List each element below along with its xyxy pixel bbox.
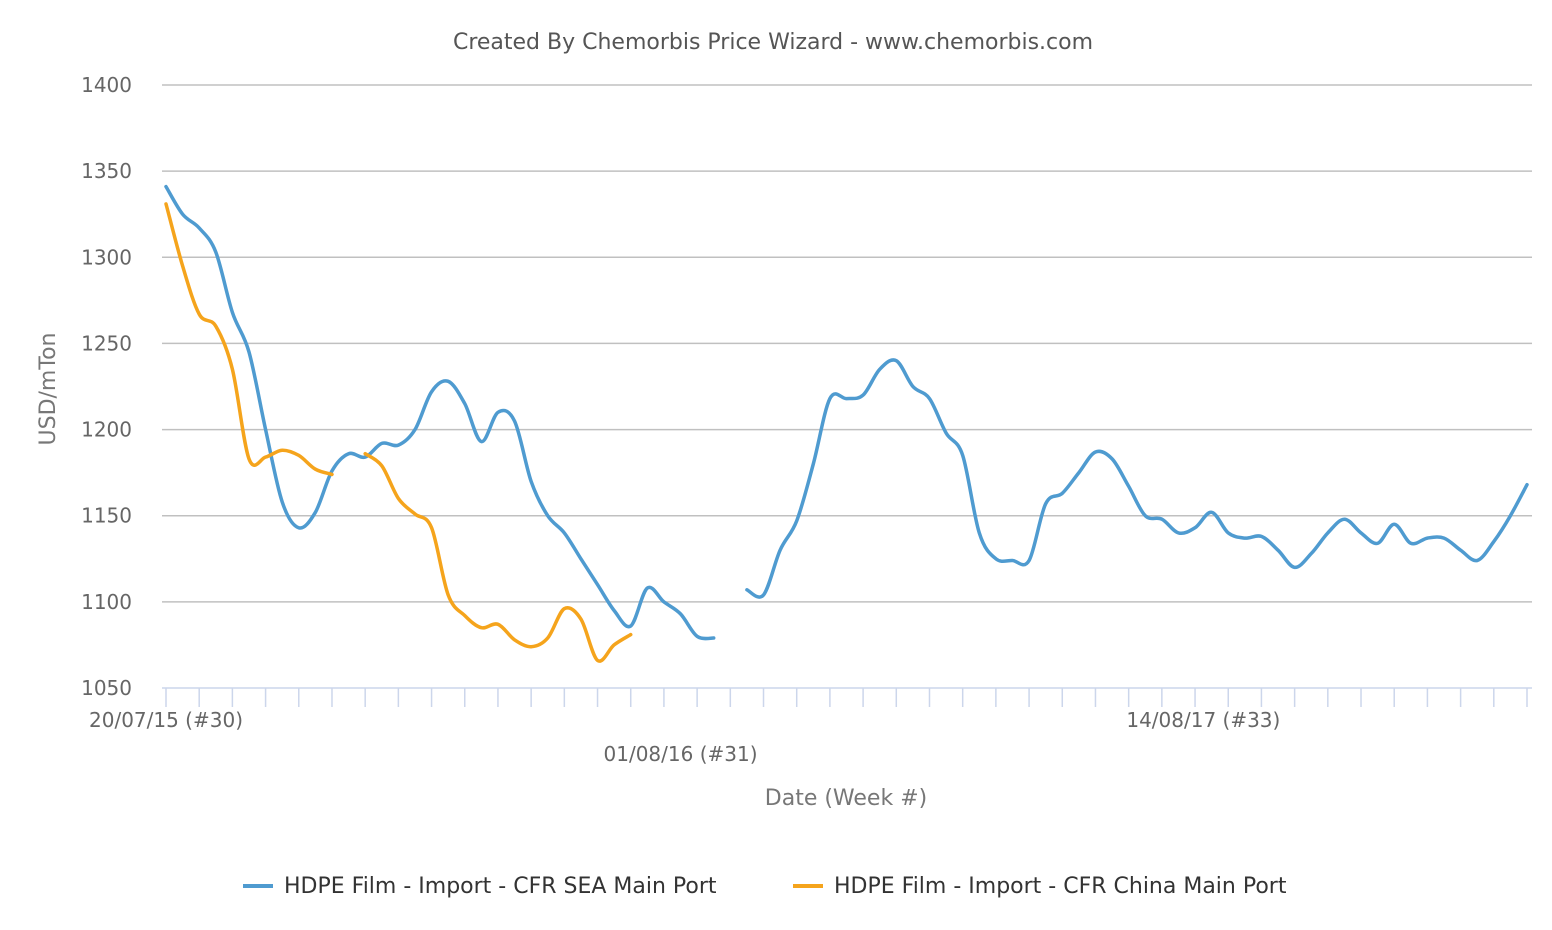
y-tick-label-1100: 1100 — [81, 590, 132, 614]
series-0-line-segment-0 — [164, 184, 716, 641]
series-lines — [164, 184, 1529, 663]
y-tick-label-1250: 1250 — [81, 331, 132, 355]
y-tick-label-1150: 1150 — [81, 504, 132, 528]
x-axis-ticks — [165, 688, 1528, 707]
y-tick-label-1300: 1300 — [81, 245, 132, 269]
legend-item-china[interactable]: HDPE Film - Import - CFR China Main Port — [793, 874, 1287, 899]
x-axis-tick-labels: 20/07/15 (#30) 01/08/16 (#31) 14/08/17 (#3… — [89, 708, 1280, 766]
y-tick-label-1400: 1400 — [81, 73, 132, 97]
legend-item-sea[interactable]: HDPE Film - Import - CFR SEA Main Port — [243, 874, 717, 899]
chart-title: Created By Chemorbis Price Wizard - www.… — [453, 30, 1093, 55]
x-tick-label-1: 01/08/16 (#31) — [604, 742, 758, 766]
series-0-line-segment-1 — [745, 358, 1529, 599]
legend-label-sea: HDPE Film - Import - CFR SEA Main Port — [284, 874, 717, 899]
y-tick-label-1050: 1050 — [81, 676, 132, 700]
gridlines — [162, 84, 1532, 603]
legend-label-china: HDPE Film - Import - CFR China Main Port — [834, 874, 1287, 899]
x-tick-label-2: 14/08/17 (#33) — [1126, 708, 1280, 732]
x-axis-title: Date (Week #) — [765, 786, 927, 811]
legend[interactable]: HDPE Film - Import - CFR SEA Main Port H… — [243, 874, 1287, 899]
y-axis-ticks: 1050 1100 1150 1200 1250 1300 1350 1400 — [81, 73, 132, 700]
series-1-line-segment-0 — [164, 202, 334, 477]
x-tick-label-0: 20/07/15 (#30) — [89, 708, 243, 732]
y-axis-title: USD/mTon — [36, 333, 61, 446]
series-1-line-segment-1 — [363, 451, 633, 663]
y-tick-label-1200: 1200 — [81, 418, 132, 442]
y-tick-label-1350: 1350 — [81, 159, 132, 183]
